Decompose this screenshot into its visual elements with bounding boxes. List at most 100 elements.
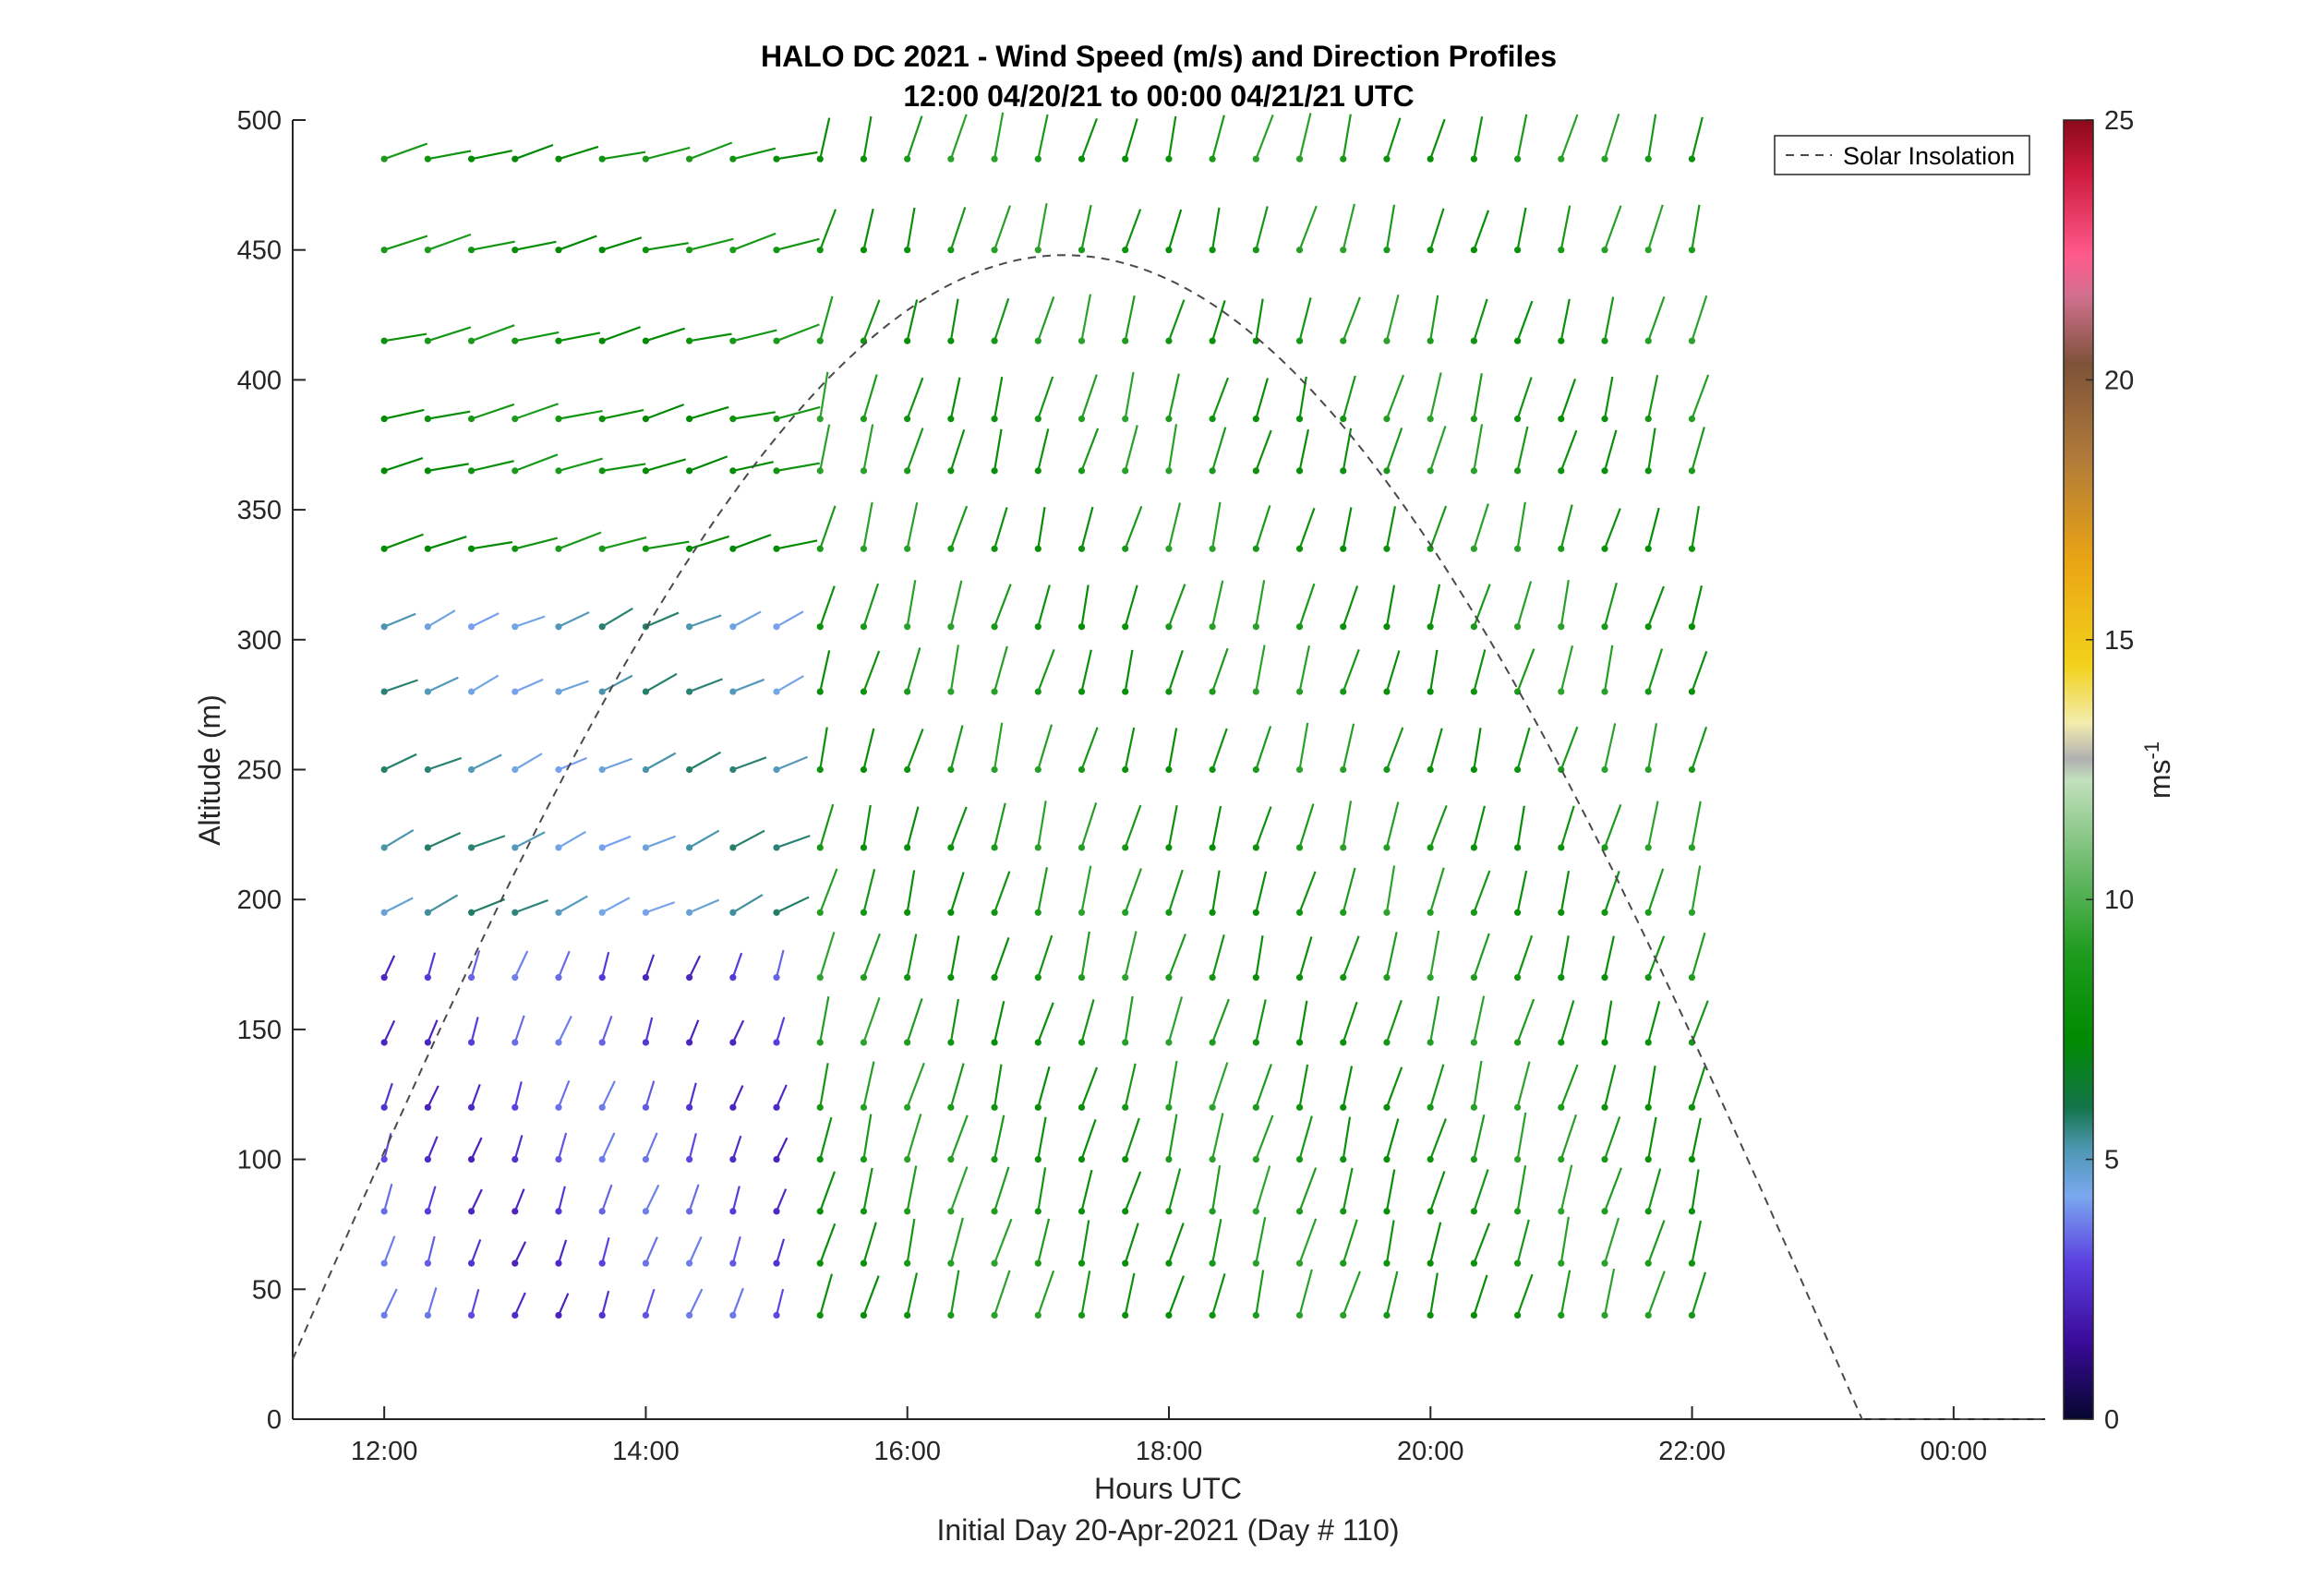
wind-arrow-tip [1688, 1208, 1696, 1215]
wind-arrow-tip [1383, 1039, 1391, 1046]
wind-arrow-shaft [732, 232, 777, 251]
wind-arrow-tip [1513, 909, 1522, 916]
wind-arrow-shaft [949, 1270, 960, 1316]
wind-arrow-tip [860, 416, 868, 423]
wind-arrow-tip [1427, 623, 1434, 631]
wind-arrow-shaft [1037, 649, 1055, 693]
wind-arrow-tip [512, 844, 519, 851]
wind-arrow-shaft [949, 428, 966, 472]
wind-arrow-tip [598, 688, 606, 695]
wind-arrow-shaft [1559, 298, 1571, 342]
x-tick-label: 12:00 [351, 1437, 418, 1466]
wind-arrow-tip [1513, 765, 1522, 774]
wind-arrow-tip [1209, 1311, 1216, 1319]
wind-arrow-tip [424, 1208, 431, 1215]
wind-arrow-shaft [732, 411, 776, 420]
y-tick-label: 450 [237, 236, 282, 266]
wind-arrow-tip [1165, 155, 1173, 163]
wind-arrow-shaft [732, 610, 762, 628]
wind-arrow-shaft [1603, 1000, 1613, 1043]
wind-arrow-shaft [558, 756, 588, 771]
wind-arrow-tip [598, 1259, 606, 1267]
wind-arrow-tip [816, 1156, 824, 1163]
wind-arrow-shaft [1124, 425, 1138, 472]
wind-arrow-shaft [1429, 1222, 1442, 1264]
wind-arrow-shaft [1385, 1118, 1400, 1160]
wind-arrow-shaft [645, 242, 689, 251]
wind-arrow-shaft [644, 1184, 660, 1212]
wind-arrow-tip [1165, 545, 1173, 552]
wind-arrow-shaft [383, 612, 416, 628]
wind-arrow-tip [904, 1039, 911, 1046]
wind-arrow-tip [1688, 688, 1696, 695]
wind-arrow-tip [1340, 1156, 1347, 1163]
wind-arrow-shaft [383, 955, 396, 979]
wind-arrow-shaft [1255, 644, 1266, 693]
wind-arrow-tip [1078, 247, 1086, 254]
wind-arrow-shaft [906, 207, 916, 250]
wind-arrow-tip [1470, 416, 1477, 423]
wind-arrow-tip [467, 623, 476, 631]
wind-arrow-shaft [949, 725, 964, 770]
wind-arrow-shaft [688, 1288, 704, 1316]
wind-arrow-tip [380, 844, 388, 851]
wind-arrow-tip [1513, 467, 1522, 475]
wind-arrow-shaft [557, 1239, 568, 1264]
wind-arrow-tip [1513, 623, 1522, 631]
wind-arrow-tip [598, 1156, 606, 1163]
wind-arrow-tip [1165, 765, 1173, 774]
wind-arrow-tip [729, 844, 737, 851]
wind-arrow-shaft [732, 894, 764, 914]
wind-arrow-shaft [1559, 1000, 1575, 1043]
wind-arrow-shaft [1516, 727, 1531, 770]
wind-arrow-shaft [1603, 1268, 1616, 1316]
wind-arrow-tip [904, 416, 911, 423]
wind-arrow-tip [1513, 1208, 1522, 1215]
wind-arrow-tip [1513, 247, 1522, 254]
wind-arrow-shaft [1167, 1060, 1178, 1108]
wind-arrow-shaft [1080, 1119, 1097, 1160]
wind-arrow-tip [1034, 1039, 1042, 1046]
wind-arrow-tip [1209, 688, 1216, 695]
wind-arrow-shaft [514, 453, 559, 472]
wind-arrow-tip [598, 1311, 606, 1319]
wind-arrow-shaft [1603, 1116, 1621, 1160]
wind-arrow-shaft [1255, 999, 1267, 1043]
wind-arrow-tip [816, 1208, 824, 1215]
wind-arrow-shaft [427, 150, 472, 161]
wind-arrow-tip [686, 1039, 693, 1046]
wind-arrow-shaft [775, 1238, 786, 1264]
wind-arrow-tip [947, 844, 955, 851]
wind-arrow-shaft [601, 1016, 613, 1043]
wind-arrow-shaft [906, 1114, 922, 1160]
wind-arrow-tip [1295, 545, 1304, 552]
wind-arrow-shaft [514, 536, 558, 550]
wind-arrow-shaft [1037, 296, 1055, 342]
wind-arrow-shaft [1559, 1064, 1579, 1108]
wind-arrow-tip [816, 247, 824, 254]
wind-arrow-shaft [688, 1082, 697, 1108]
wind-arrow-shaft [1342, 296, 1361, 342]
wind-arrow-tip [1513, 416, 1522, 423]
wind-arrow-tip [424, 545, 431, 552]
wind-arrow-tip [380, 467, 388, 475]
wind-arrow-shaft [427, 756, 463, 771]
wind-arrow-shaft [1691, 116, 1704, 160]
wind-arrow-shaft [1211, 998, 1230, 1043]
wind-arrow-tip [1252, 1039, 1259, 1046]
wind-arrow-shaft [1037, 1066, 1051, 1108]
wind-arrow-shaft [776, 896, 810, 914]
wind-arrow-shaft [949, 1217, 964, 1264]
wind-arrow-shaft [862, 933, 881, 979]
wind-arrow-shaft [1429, 649, 1439, 693]
wind-arrow-shaft [862, 374, 878, 419]
wind-arrow-shaft [1124, 295, 1136, 342]
wind-arrow-tip [904, 1311, 911, 1319]
wind-arrow-shaft [1603, 376, 1614, 419]
wind-arrow-tip [729, 623, 737, 631]
y-tick-label: 500 [237, 106, 282, 136]
wind-arrow-shaft [1473, 1114, 1486, 1160]
wind-arrow-tip [1295, 1259, 1304, 1267]
wind-arrow-tip [1340, 337, 1347, 344]
wind-arrow-tip [729, 1311, 737, 1319]
